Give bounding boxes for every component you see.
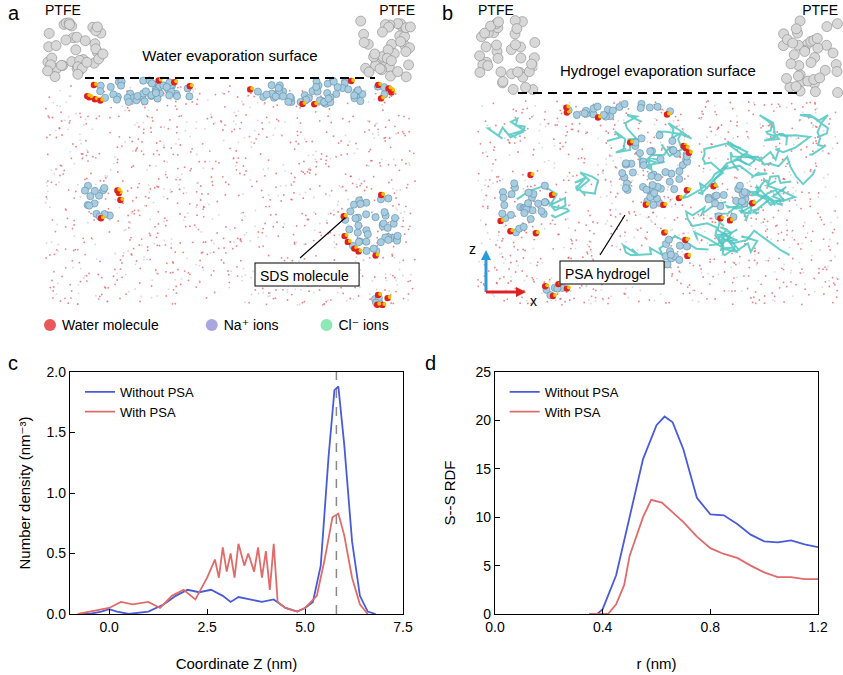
svg-text:x: x [530,293,537,309]
html-text:b: b [442,2,454,24]
html-text:c: c [8,352,18,374]
svg-text:2.0: 2.0 [47,364,67,380]
svg-text:0.8: 0.8 [701,619,721,635]
svg-text:0.4: 0.4 [593,619,613,635]
svg-text:With PSA: With PSA [120,405,176,420]
svg-text:PTFE: PTFE [802,2,838,18]
svg-text:Without PSA: Without PSA [545,385,619,400]
svg-text:z: z [469,241,476,257]
svg-text:With PSA: With PSA [545,405,601,420]
svg-text:Water evaporation surface: Water evaporation surface [142,47,317,64]
svg-text:Hydrogel evaporation surface: Hydrogel evaporation surface [560,62,756,79]
svg-text:25: 25 [475,364,491,380]
svg-text:Without PSA: Without PSA [120,385,194,400]
svg-text:PTFE: PTFE [45,2,81,18]
svg-text:PSA hydrogel: PSA hydrogel [565,266,650,282]
svg-text:0.5: 0.5 [47,545,67,561]
svg-text:5: 5 [483,558,491,574]
svg-text:15: 15 [475,461,491,477]
svg-text:Cl⁻ ions: Cl⁻ ions [338,317,388,333]
svg-text:SDS molecule: SDS molecule [260,268,349,284]
svg-text:S--S RDF: S--S RDF [441,461,458,526]
svg-text:7.5: 7.5 [393,619,413,635]
svg-text:2.5: 2.5 [197,619,217,635]
svg-text:Coordinate Z (nm): Coordinate Z (nm) [176,655,298,672]
svg-text:r (nm): r (nm) [637,655,677,672]
svg-text:0.0: 0.0 [47,606,67,622]
svg-text:5.0: 5.0 [295,619,315,635]
svg-text:Number density (nm⁻³): Number density (nm⁻³) [16,417,33,570]
svg-text:0: 0 [483,606,491,622]
svg-text:1.2: 1.2 [808,619,828,635]
svg-text:1.5: 1.5 [47,424,67,440]
svg-text:PTFE: PTFE [478,2,514,18]
svg-text:10: 10 [475,509,491,525]
html-text:d: d [425,352,437,374]
svg-text:0.0: 0.0 [99,619,119,635]
svg-text:PTFE: PTFE [379,2,415,18]
svg-text:0.0: 0.0 [485,619,505,635]
svg-text:Water molecule: Water molecule [62,317,159,333]
svg-text:Na⁺ ions: Na⁺ ions [224,317,279,333]
svg-text:20: 20 [475,412,491,428]
svg-text:1.0: 1.0 [47,485,67,501]
html-text:a: a [8,2,20,24]
